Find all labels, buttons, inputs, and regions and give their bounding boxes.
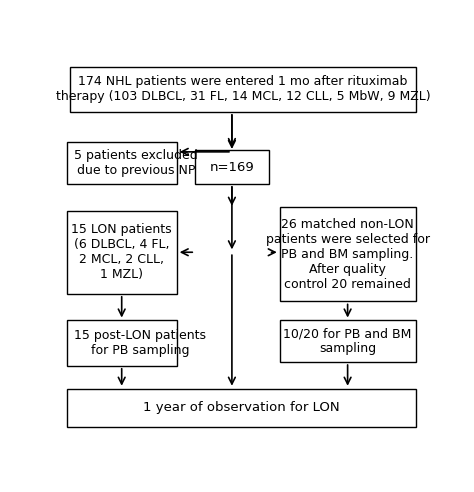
FancyBboxPatch shape — [66, 320, 177, 366]
FancyBboxPatch shape — [70, 66, 416, 112]
FancyBboxPatch shape — [66, 389, 416, 427]
Text: 174 NHL patients were entered 1 mo after rituximab
therapy (103 DLBCL, 31 FL, 14: 174 NHL patients were entered 1 mo after… — [55, 75, 430, 103]
FancyBboxPatch shape — [66, 211, 177, 294]
Text: 15 post-LON patients
for PB sampling: 15 post-LON patients for PB sampling — [74, 329, 206, 357]
Text: 5 patients excluded
due to previous NP: 5 patients excluded due to previous NP — [74, 149, 198, 177]
Text: 10/20 for PB and BM
sampling: 10/20 for PB and BM sampling — [283, 327, 412, 355]
Text: 26 matched non-LON
patients were selected for
PB and BM sampling.
After quality
: 26 matched non-LON patients were selecte… — [265, 217, 429, 291]
Text: n=169: n=169 — [210, 160, 254, 174]
FancyBboxPatch shape — [280, 320, 416, 362]
FancyBboxPatch shape — [195, 150, 269, 184]
Text: 1 year of observation for LON: 1 year of observation for LON — [143, 401, 339, 414]
Text: 15 LON patients
(6 DLBCL, 4 FL,
2 MCL, 2 CLL,
1 MZL): 15 LON patients (6 DLBCL, 4 FL, 2 MCL, 2… — [72, 223, 172, 281]
FancyBboxPatch shape — [280, 207, 416, 302]
FancyBboxPatch shape — [66, 142, 177, 184]
